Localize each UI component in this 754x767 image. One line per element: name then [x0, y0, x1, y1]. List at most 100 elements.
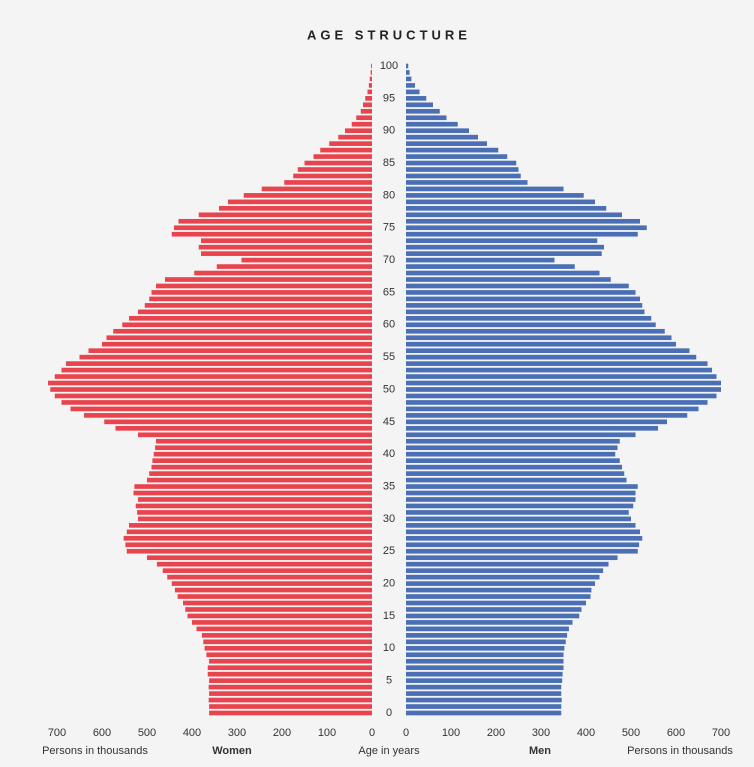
x-axis-label: Persons in thousands: [42, 745, 148, 757]
bar: [406, 102, 433, 108]
y-tick-label: 15: [383, 610, 395, 622]
bar: [406, 484, 638, 489]
y-tick-label: 80: [383, 189, 395, 201]
bar: [406, 445, 618, 451]
bar: [209, 658, 372, 664]
legend-label: Women: [212, 745, 252, 757]
y-tick-label: 65: [383, 286, 395, 298]
bar: [406, 147, 499, 153]
bar: [406, 451, 616, 457]
bar: [406, 691, 562, 696]
bar: [406, 438, 620, 444]
bar: [156, 283, 372, 289]
bar: [406, 225, 647, 231]
bar: [204, 645, 372, 651]
bar: [406, 277, 611, 282]
bar: [406, 115, 447, 121]
bar: [406, 354, 697, 360]
bar: [406, 710, 562, 716]
y-axis-label: Age in years: [358, 745, 420, 757]
x-axis-label: Persons in thousands: [627, 745, 733, 757]
bar: [406, 141, 487, 146]
x-tick-label: 500: [138, 727, 156, 739]
bar: [406, 697, 562, 703]
bar: [209, 691, 372, 696]
bar: [147, 555, 372, 561]
legend-label: Men: [529, 745, 551, 757]
bar: [406, 645, 565, 651]
bar: [152, 458, 372, 463]
x-tick-label: 400: [577, 727, 595, 739]
bar: [138, 497, 372, 502]
bar: [406, 283, 629, 289]
bar: [406, 238, 598, 244]
x-tick-label: 100: [318, 727, 336, 739]
bar: [406, 160, 517, 166]
bar: [406, 626, 569, 632]
bar: [406, 341, 676, 347]
bar: [406, 581, 595, 586]
bar: [261, 186, 372, 192]
bar: [228, 199, 372, 205]
bar: [406, 413, 688, 418]
y-tick-label: 25: [383, 545, 395, 557]
bar: [406, 70, 410, 75]
bar: [369, 76, 372, 82]
bar: [196, 626, 372, 632]
x-tick-label: 200: [487, 727, 505, 739]
bar: [406, 76, 412, 82]
bar: [406, 464, 622, 470]
bar: [406, 704, 562, 709]
x-tick-label: 300: [228, 727, 246, 739]
bar: [406, 393, 717, 399]
bar: [406, 199, 595, 205]
bar: [201, 238, 372, 244]
bar: [138, 309, 372, 315]
bar: [406, 419, 667, 425]
bar: [406, 309, 645, 315]
y-tick-label: 55: [383, 351, 395, 363]
x-tick-label: 100: [442, 727, 460, 739]
bar: [406, 328, 665, 334]
y-tick-label: 100: [380, 60, 398, 72]
y-tick-label: 95: [383, 92, 395, 104]
bar: [208, 684, 372, 690]
bar: [360, 108, 372, 114]
bar: [171, 231, 372, 237]
y-tick-label: 40: [383, 448, 395, 460]
bar: [406, 121, 458, 127]
bar: [194, 270, 372, 276]
bar: [406, 490, 636, 496]
x-tick-label: 500: [622, 727, 640, 739]
bar: [313, 154, 372, 159]
bar: [406, 458, 620, 463]
bar: [208, 697, 372, 703]
bar: [406, 134, 478, 140]
bar: [155, 445, 372, 451]
bar: [406, 684, 562, 690]
y-tick-label: 75: [383, 222, 395, 234]
bar: [79, 354, 372, 360]
bar: [138, 516, 372, 522]
bar: [363, 102, 372, 108]
bar: [406, 367, 712, 373]
bar: [134, 484, 372, 489]
bar: [406, 432, 636, 438]
bar: [122, 322, 372, 328]
bar: [406, 561, 609, 567]
bar: [406, 335, 672, 341]
bar: [54, 393, 372, 399]
bar: [104, 419, 372, 425]
bar: [201, 251, 372, 256]
bar: [406, 477, 627, 483]
bar: [351, 121, 372, 127]
bar: [406, 471, 625, 476]
bar: [137, 510, 372, 515]
bar: [356, 115, 372, 121]
bar: [147, 477, 372, 483]
chart-title: AGE STRUCTURE: [307, 27, 471, 42]
bar: [329, 141, 372, 146]
bar: [284, 180, 372, 185]
bar: [243, 193, 372, 198]
